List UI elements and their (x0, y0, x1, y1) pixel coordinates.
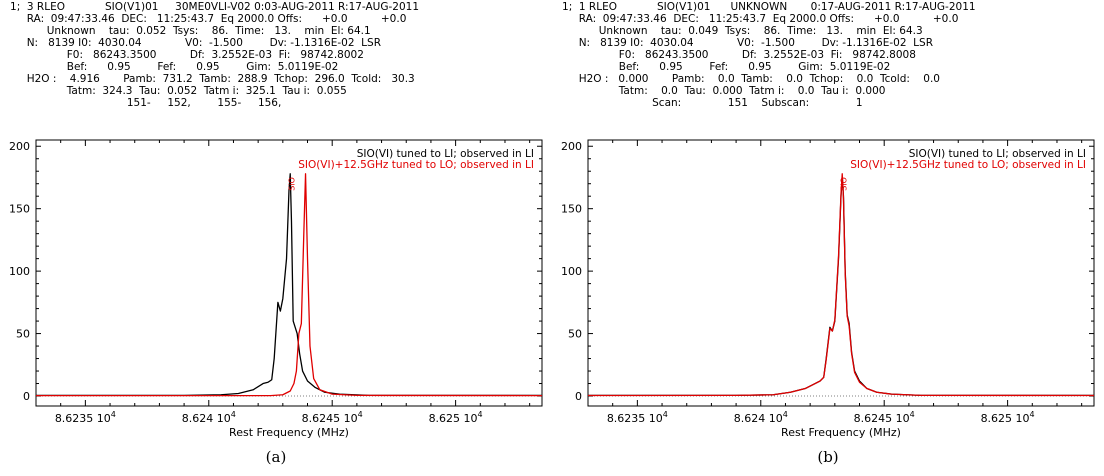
y-tick-label: 50 (568, 328, 582, 341)
panel-b: 1; 1 RLEO SIO(V1)01 UNKNOWN 0:17-AUG-201… (552, 0, 1104, 476)
header-line: N: 8139 I0: 4030.04 V0: -1.500 Dv: -1.13… (552, 37, 933, 49)
series-line-1 (36, 173, 543, 397)
x-axis-label: Rest Frequency (MHz) (229, 426, 349, 439)
header-line: 1; 3 RLEO SIO(V1)01 30ME0VLI-V02 0:03-AU… (0, 1, 420, 13)
header-line: H2O : 0.000 Pamb: 0.0 Tamb: 0.0 Tchop: 0… (552, 73, 940, 85)
legend-entry-1: SIO(VI)+12.5GHz tuned to LO; observed in… (850, 159, 1086, 171)
header-line: RA: 09:47:33.46 DEC: 11:25:43.7 Eq 2000.… (0, 13, 407, 25)
legend-entry-0: SIO(VI) tuned to LI; observed in LI (909, 148, 1086, 160)
line-id-label: SiO (839, 177, 848, 191)
y-tick-label: 50 (16, 328, 30, 341)
header-line: F0: 86243.3500 Df: 3.2552E-03 Fi: 98742.… (552, 49, 916, 61)
y-tick-label: 200 (561, 140, 582, 153)
plot-frame (587, 139, 1095, 407)
header-line: Unknown tau: 0.052 Tsys: 86. Time: 13. m… (0, 25, 371, 37)
line-id-label: SiO (287, 177, 296, 191)
panel-a: 1; 3 RLEO SIO(V1)01 30ME0VLI-V02 0:03-AU… (0, 2, 552, 466)
header-line: 151- 152, 155- 156, (0, 97, 282, 109)
header-block-a: 1; 3 RLEO SIO(V1)01 30ME0VLI-V02 0:03-AU… (0, 2, 552, 134)
header-line: Tatm: 0.0 Tau: 0.000 Tatm i: 0.0 Tau i: … (552, 85, 886, 97)
y-tick-label: 200 (9, 140, 30, 153)
y-tick-label: 100 (9, 265, 30, 278)
x-tick-label: 8.6235 104 (55, 410, 116, 425)
header-line: N: 8139 I0: 4030.04 V0: -1.500 Dv: -1.13… (0, 37, 381, 49)
x-tick-label: 8.624 104 (734, 410, 788, 425)
x-axis-label: Rest Frequency (MHz) (781, 426, 901, 439)
y-tick-label: 150 (9, 203, 30, 216)
x-tick-label: 8.625 104 (981, 410, 1035, 425)
spectrum-plot-b: 0 50 100 150 200 8.6235 104 8.624 104 8.6245 10… (561, 139, 1095, 439)
header-line: Tatm: 324.3 Tau: 0.052 Tatm i: 325.1 Tau… (0, 85, 347, 97)
header-block-b: 1; 1 RLEO SIO(V1)01 UNKNOWN 0:17-AUG-201… (552, 2, 1104, 134)
spectrum-plot-a: 0 50 100 150 200 8.6235 104 8.624 104 8.6245 10… (9, 139, 543, 439)
header-line: Bef: 0.95 Fef: 0.95 Gim: 5.0119E-02 (552, 61, 891, 73)
header-line: F0: 86243.3500 Df: 3.2552E-03 Fi: 98742.… (0, 49, 364, 61)
header-line: Scan: 151 Subscan: 1 (552, 97, 863, 109)
header-line: Unknown tau: 0.049 Tsys: 86. Time: 13. m… (552, 25, 923, 37)
plot-frame (35, 139, 543, 407)
y-tick-label: 150 (561, 203, 582, 216)
panel-caption-a: (a) (265, 448, 287, 466)
x-tick-label: 8.625 104 (429, 410, 483, 425)
y-tick-label: 100 (561, 265, 582, 278)
y-tick-label: 0 (575, 390, 582, 403)
legend-entry-0: SIO(VI) tuned to LI; observed in LI (357, 148, 534, 160)
panel-caption-b: (b) (817, 448, 839, 466)
series-line-0 (36, 173, 542, 397)
header-line: 1; 1 RLEO SIO(V1)01 UNKNOWN 0:17-AUG-201… (552, 1, 976, 13)
header-line: H2O : 4.916 Pamb: 731.2 Tamb: 288.9 Tcho… (0, 73, 415, 85)
y-tick-label: 0 (23, 390, 30, 403)
x-tick-label: 8.624 104 (182, 410, 236, 425)
x-tick-label: 8.6245 104 (302, 410, 363, 425)
header-line: RA: 09:47:33.46 DEC: 11:25:43.7 Eq 2000.… (552, 13, 959, 25)
x-tick-label: 8.6235 104 (607, 410, 668, 425)
header-line: Bef: 0.95 Fef: 0.95 Gim: 5.0119E-02 (0, 61, 339, 73)
series-line-1 (587, 173, 1095, 397)
x-tick-label: 8.6245 104 (854, 410, 915, 425)
legend-entry-1: SIO(VI)+12.5GHz tuned to LO; observed in… (298, 159, 534, 171)
